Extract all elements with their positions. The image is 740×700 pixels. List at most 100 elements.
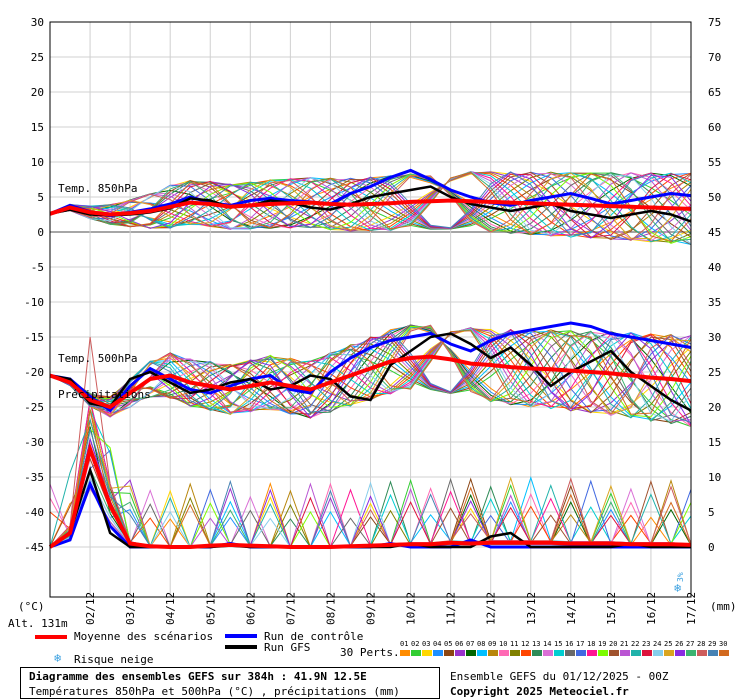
pert-number: 27	[686, 640, 695, 648]
left-tick-label: 30	[31, 16, 44, 29]
pert-number: 12	[521, 640, 530, 648]
left-axis-unit: (°C)	[18, 600, 45, 613]
pert-number: 01	[400, 640, 409, 648]
right-tick-label: 65	[708, 86, 721, 99]
series-precip-line	[48, 441, 692, 549]
x-tick-label: 10/12	[405, 592, 418, 625]
legend-gfs: Run GFS	[264, 641, 311, 654]
legend-mean: Moyenne des scénarios	[74, 630, 214, 643]
pert-swatch	[675, 650, 685, 656]
pert-t500-line	[49, 328, 692, 422]
right-tick-label: 20	[708, 401, 721, 414]
pert-number: 25	[664, 640, 673, 648]
left-tick-label: -45	[24, 541, 44, 554]
perts-label: 30 Perts.	[340, 646, 400, 659]
pert-number: 11	[510, 640, 519, 648]
x-tick-label: 11/12	[445, 592, 458, 625]
left-tick-label: -35	[24, 471, 44, 484]
left-tick-label: -15	[24, 331, 44, 344]
left-tick-label: -20	[24, 366, 44, 379]
pert-number: 09	[488, 640, 497, 648]
left-tick-label: -40	[24, 506, 44, 519]
pert-swatch	[719, 650, 729, 656]
pert-number: 19	[598, 640, 607, 648]
x-tick-label: 07/12	[284, 592, 297, 625]
right-tick-label: 0	[708, 541, 715, 554]
pert-swatch	[576, 650, 586, 656]
pert-number: 22	[631, 640, 640, 648]
pert-t850-line	[49, 171, 692, 242]
pert-swatch	[554, 650, 564, 656]
left-axis-ticks: 30 25 20 15 10 5 0 -5 -10 -15 -20 -25 -30 -35 -40 -45	[24, 16, 44, 554]
x-tick-label: 17/12	[685, 592, 698, 625]
gfs-swatch	[225, 645, 257, 649]
altitude-label: Alt. 131m	[8, 617, 68, 630]
series-t500-line	[49, 332, 692, 412]
x-tick-label: 12/12	[485, 592, 498, 625]
pert-swatch	[433, 650, 443, 656]
footer-title: Diagramme des ensembles GEFS sur 384h : …	[29, 670, 367, 683]
pert-t500-line	[49, 329, 692, 415]
pert-number: 18	[587, 640, 596, 648]
series-t850-line	[49, 168, 692, 218]
right-tick-label: 55	[708, 156, 721, 169]
pert-number: 04	[433, 640, 442, 648]
pert-swatch	[664, 650, 674, 656]
pert-t850-line	[49, 171, 692, 241]
x-tick-label: 05/12	[204, 592, 217, 625]
right-tick-label: 60	[708, 121, 721, 134]
legend-control: Run de contrôle	[264, 630, 364, 643]
legend-snow: Risque neige	[74, 653, 154, 666]
right-tick-label: 45	[708, 226, 721, 239]
pert-swatch	[477, 650, 487, 656]
pert-number: 02	[411, 640, 420, 648]
ensemble-info: Ensemble GEFS du 01/12/2025 - 00Z	[450, 670, 669, 683]
pert-t850-line	[49, 171, 692, 242]
x-tick-label: 13/12	[525, 592, 538, 625]
right-tick-label: 70	[708, 51, 721, 64]
right-tick-label: 40	[708, 261, 721, 274]
series-t850-line	[49, 198, 692, 217]
pert-swatch	[422, 650, 432, 656]
pert-number: 08	[477, 640, 486, 648]
right-tick-label: 5	[708, 506, 715, 519]
left-tick-label: -30	[24, 436, 44, 449]
pert-swatch	[620, 650, 630, 656]
x-tick-label: 14/12	[565, 592, 578, 625]
pert-swatch	[411, 650, 421, 656]
pert-swatch	[521, 650, 531, 656]
pert-swatch	[543, 650, 553, 656]
control-swatch	[225, 634, 257, 638]
pert-number: 06	[455, 640, 464, 648]
pert-number: 10	[499, 640, 508, 648]
left-tick-label: 10	[31, 156, 44, 169]
pert-swatch	[499, 650, 509, 656]
x-tick-label: 09/12	[365, 592, 378, 625]
pert-swatch	[444, 650, 454, 656]
pert-number: 29	[708, 640, 717, 648]
pert-swatch	[400, 650, 410, 656]
pert-number: 26	[675, 640, 684, 648]
snow-percent: 3%	[676, 572, 685, 582]
pert-number: 14	[543, 640, 552, 648]
left-tick-label: -25	[24, 401, 44, 414]
pert-t500-line	[49, 325, 692, 419]
left-tick-label: 5	[37, 191, 44, 204]
x-tick-label: 02/12	[84, 592, 97, 625]
pert-t850-line	[49, 173, 692, 241]
x-tick-label: 03/12	[124, 592, 137, 625]
pert-swatch	[587, 650, 597, 656]
right-tick-label: 35	[708, 296, 721, 309]
pert-number: 15	[554, 640, 563, 648]
right-tick-label: 30	[708, 331, 721, 344]
footer-subtitle: Températures 850hPa et 500hPa (°C) , pré…	[29, 685, 400, 698]
pert-number: 16	[565, 640, 574, 648]
pert-number: 13	[532, 640, 541, 648]
mean-swatch	[35, 635, 67, 639]
snowflake-icon: ❄	[54, 651, 62, 665]
pert-number: 17	[576, 640, 585, 648]
left-tick-label: 20	[31, 86, 44, 99]
label-precip: Précipitations	[58, 388, 151, 401]
x-tick-label: 06/12	[244, 592, 257, 625]
